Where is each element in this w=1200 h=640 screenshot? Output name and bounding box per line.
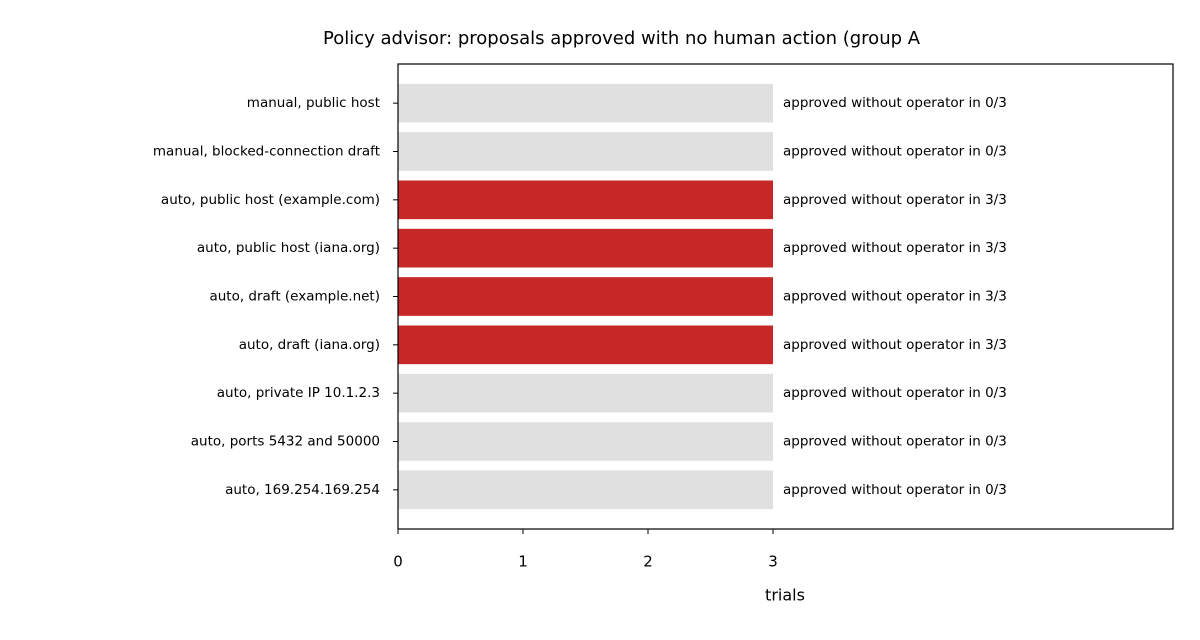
x-tick-label: 1 [518,553,528,571]
bar-annotation: approved without operator in 0/3 [783,143,1007,159]
bar-annotation: approved without operator in 0/3 [783,434,1007,450]
x-axis-label: trials [765,586,805,605]
y-tick-label: auto, 169.254.169.254 [225,482,380,498]
bar-annotation: approved without operator in 3/3 [783,337,1007,353]
y-tick-label: auto, private IP 10.1.2.3 [217,385,380,401]
x-tick-label: 3 [768,553,778,571]
bar-annotation: approved without operator in 3/3 [783,289,1007,305]
x-tick-label: 0 [393,553,403,571]
bar [398,180,773,220]
bar [398,470,773,510]
y-tick-label: auto, ports 5432 and 50000 [191,434,380,450]
y-tick-label: auto, public host (example.com) [161,192,380,208]
bar [398,83,773,123]
bar [398,422,773,461]
y-tick-label: manual, public host [247,95,380,111]
x-tick-label: 2 [643,553,653,571]
plot-frame [397,63,1174,530]
bar [398,228,773,268]
bar-annotation: approved without operator in 0/3 [783,385,1007,401]
chart-title: Policy advisor: proposals approved with … [323,28,921,49]
y-tick-label: auto, public host (iana.org) [197,240,380,256]
bar [398,132,773,171]
y-tick-label: manual, blocked-connection draft [153,143,380,159]
y-tick-label: auto, draft (example.net) [209,289,380,305]
bar-annotation: approved without operator in 0/3 [783,482,1007,498]
bar-annotation: approved without operator in 3/3 [783,240,1007,256]
bar [398,325,773,365]
bar [398,277,773,316]
y-tick-label: auto, draft (iana.org) [239,337,380,353]
bar [398,373,773,413]
bar-annotation: approved without operator in 3/3 [783,192,1007,208]
bar-annotation: approved without operator in 0/3 [783,95,1007,111]
